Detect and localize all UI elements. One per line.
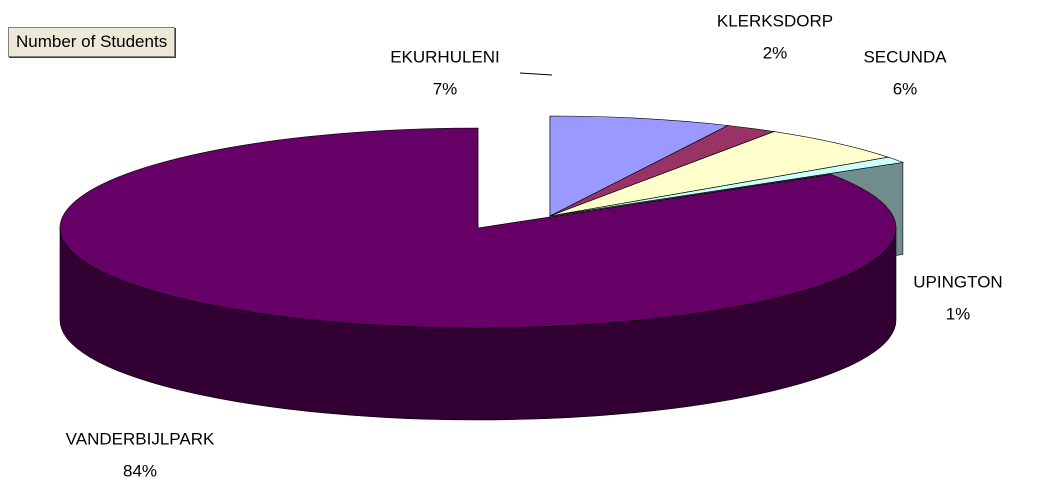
slice-value-label: 7%	[433, 79, 458, 98]
slice-value-label: 6%	[893, 79, 918, 98]
slice-label: SECUNDA	[863, 47, 947, 66]
slice-value-label: 1%	[946, 304, 971, 323]
slice	[549, 156, 905, 217]
slice	[549, 131, 889, 217]
slice	[549, 115, 730, 217]
slice-label: UPINGTON	[913, 272, 1002, 291]
slice-label: EKURHULENI	[390, 47, 500, 66]
leader-line	[519, 72, 553, 76]
chart-title: Number of Students	[8, 27, 176, 57]
slice	[59, 127, 897, 329]
slice-label: KLERKSDORP	[717, 11, 833, 30]
slice-value-label: 2%	[763, 43, 788, 62]
slice-value-label: 84%	[123, 461, 157, 480]
slice-label: VANDERBIJLPARK	[66, 429, 215, 448]
